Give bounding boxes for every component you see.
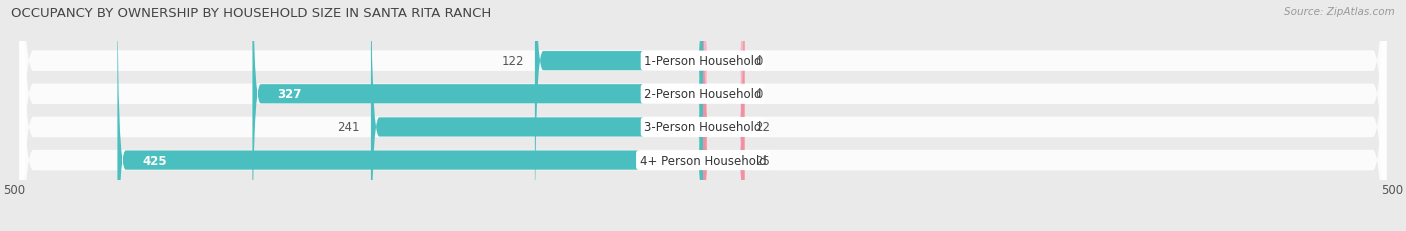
- FancyBboxPatch shape: [20, 0, 1386, 231]
- FancyBboxPatch shape: [703, 0, 744, 231]
- Text: 425: 425: [142, 154, 167, 167]
- Text: 0: 0: [755, 88, 762, 101]
- Text: 1-Person Household: 1-Person Household: [644, 55, 762, 68]
- FancyBboxPatch shape: [703, 0, 744, 231]
- Text: Source: ZipAtlas.com: Source: ZipAtlas.com: [1284, 7, 1395, 17]
- FancyBboxPatch shape: [118, 0, 703, 231]
- FancyBboxPatch shape: [703, 0, 744, 231]
- Text: 0: 0: [755, 55, 762, 68]
- Text: 2-Person Household: 2-Person Household: [644, 88, 762, 101]
- FancyBboxPatch shape: [371, 0, 703, 231]
- Text: 122: 122: [502, 55, 524, 68]
- Text: 25: 25: [755, 154, 770, 167]
- FancyBboxPatch shape: [20, 0, 1386, 231]
- FancyBboxPatch shape: [534, 0, 703, 231]
- FancyBboxPatch shape: [20, 0, 1386, 231]
- Text: 327: 327: [277, 88, 302, 101]
- FancyBboxPatch shape: [253, 0, 703, 231]
- Text: 3-Person Household: 3-Person Household: [644, 121, 762, 134]
- Text: 22: 22: [755, 121, 770, 134]
- FancyBboxPatch shape: [20, 0, 1386, 231]
- Text: 4+ Person Household: 4+ Person Household: [640, 154, 766, 167]
- Text: 241: 241: [337, 121, 360, 134]
- Text: OCCUPANCY BY OWNERSHIP BY HOUSEHOLD SIZE IN SANTA RITA RANCH: OCCUPANCY BY OWNERSHIP BY HOUSEHOLD SIZE…: [11, 7, 492, 20]
- FancyBboxPatch shape: [703, 0, 744, 231]
